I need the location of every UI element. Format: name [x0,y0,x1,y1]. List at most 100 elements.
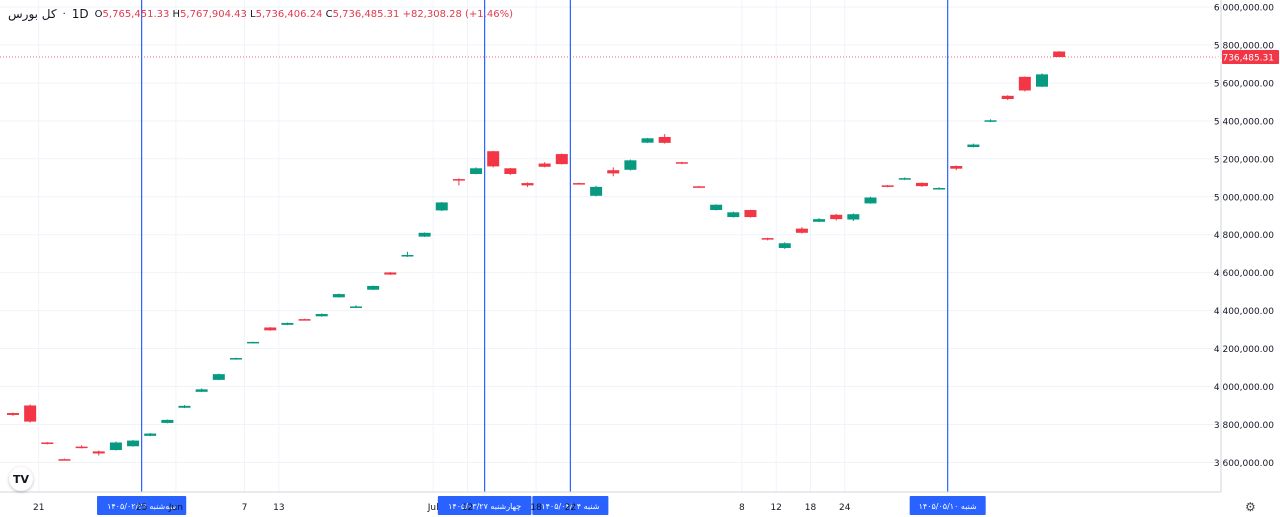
candles [7,51,1066,461]
candle-body [641,138,654,143]
candle-body [727,212,740,218]
candle [401,251,414,257]
candle-body [127,440,140,447]
candle-body [298,319,311,321]
candle [418,232,431,237]
price-axis: 6,000,000.00 5,800,000.00 5,600,000.00 5,40… [1214,0,1279,492]
time-axis: 21 25 Jun 7 13 Jul 12 18 22 8 12 18 24 [0,491,1221,513]
candle-body [178,405,191,408]
candle-body [967,144,980,148]
candle-body [384,272,397,275]
candle-body [367,285,380,290]
candle [1036,73,1048,88]
candle-body [607,170,620,174]
timeframe-label[interactable]: 1D [71,7,89,21]
x-tick-label: 7 [242,503,248,513]
high-value: 5,767,904.43 [180,8,247,20]
candle [847,213,860,222]
candle [572,182,585,185]
y-tick-label: 5,800,000.00 [1214,41,1274,51]
low-value: 5,736,406.24 [255,8,323,20]
event-lines: سه‌شنبه ۱۴۰۵/۰۲/۲۹ چهارشنبه ۱۴۰۵/۰۳/۲۷ شنب… [97,0,986,515]
x-tick-label: 22 [565,503,576,513]
candle [281,322,294,326]
chart-grid [0,0,1221,492]
candle-body [881,185,894,187]
candle-body [487,151,500,167]
candle [881,184,894,188]
candle [229,357,242,360]
x-tick-label: Jun [168,503,183,513]
x-tick-label: 13 [273,503,284,513]
event-badge [97,496,187,515]
candle [350,305,362,308]
candle-body [58,459,71,461]
y-tick-label: 3,600,000.00 [1214,459,1274,469]
candle [1001,95,1014,100]
candle [1018,76,1031,92]
candle-body [264,327,277,331]
candle-body [332,294,345,298]
candle-body [898,178,911,180]
candle [710,204,723,211]
event-badge [909,496,986,515]
event-badge [532,496,609,515]
candle-body [247,341,260,344]
candle [452,178,465,186]
event-badge [437,496,532,515]
candle-body [229,358,242,360]
gear-icon[interactable]: ⚙ [1245,500,1256,514]
candle [538,162,551,168]
candle-body [864,197,877,204]
candle-body [470,168,483,174]
candle [161,419,174,424]
candle [367,285,380,291]
candle [332,293,345,298]
last-price-tag [1222,50,1279,65]
candle-body [572,183,585,185]
x-tick-label: 18 [805,503,817,513]
candle [1053,51,1066,58]
candle [435,202,448,211]
candle [41,442,54,445]
candle [864,196,877,204]
last-price-label: 5,736,485.31 [1214,54,1274,64]
candle-body [161,419,174,423]
candle-body [693,186,705,188]
x-tick-label: 8 [739,503,745,513]
y-tick-label: 4,800,000.00 [1214,231,1274,241]
candle [298,318,311,321]
candle [75,445,88,449]
candle [487,150,500,168]
close-value: 5,736,485.31 [332,8,400,20]
candle [7,412,19,416]
candle-body [109,442,122,451]
candle [58,458,71,461]
candle-body [75,446,88,449]
symbol-name[interactable]: کل بورس [8,7,57,21]
candle [761,237,774,241]
candle [675,161,688,165]
candle-body [830,214,843,220]
candle-body [452,179,465,181]
candle-body [710,204,723,211]
y-tick-label: 5,600,000.00 [1214,79,1274,89]
x-tick-label: 21 [33,503,44,513]
candle-body [41,442,54,444]
x-tick-label: 12 [462,503,473,513]
candle [795,227,808,234]
candle [24,404,37,423]
candle [984,119,997,123]
candle-body [590,186,603,196]
event-date-label: شنبه ۱۴۰۵/۰۴/۰۴ [541,502,599,511]
tradingview-logo-icon[interactable]: TV [9,467,33,491]
candle-body [675,162,688,164]
x-tick-label: 25 [136,503,147,513]
candle [813,218,826,223]
candle-body [7,413,19,415]
candle-body [195,389,208,392]
legend-ohlc: O5,765,451.33 H5,767,904.43 L5,736,406.2… [94,8,513,20]
candle-body [350,306,362,308]
candle-body [933,188,946,190]
